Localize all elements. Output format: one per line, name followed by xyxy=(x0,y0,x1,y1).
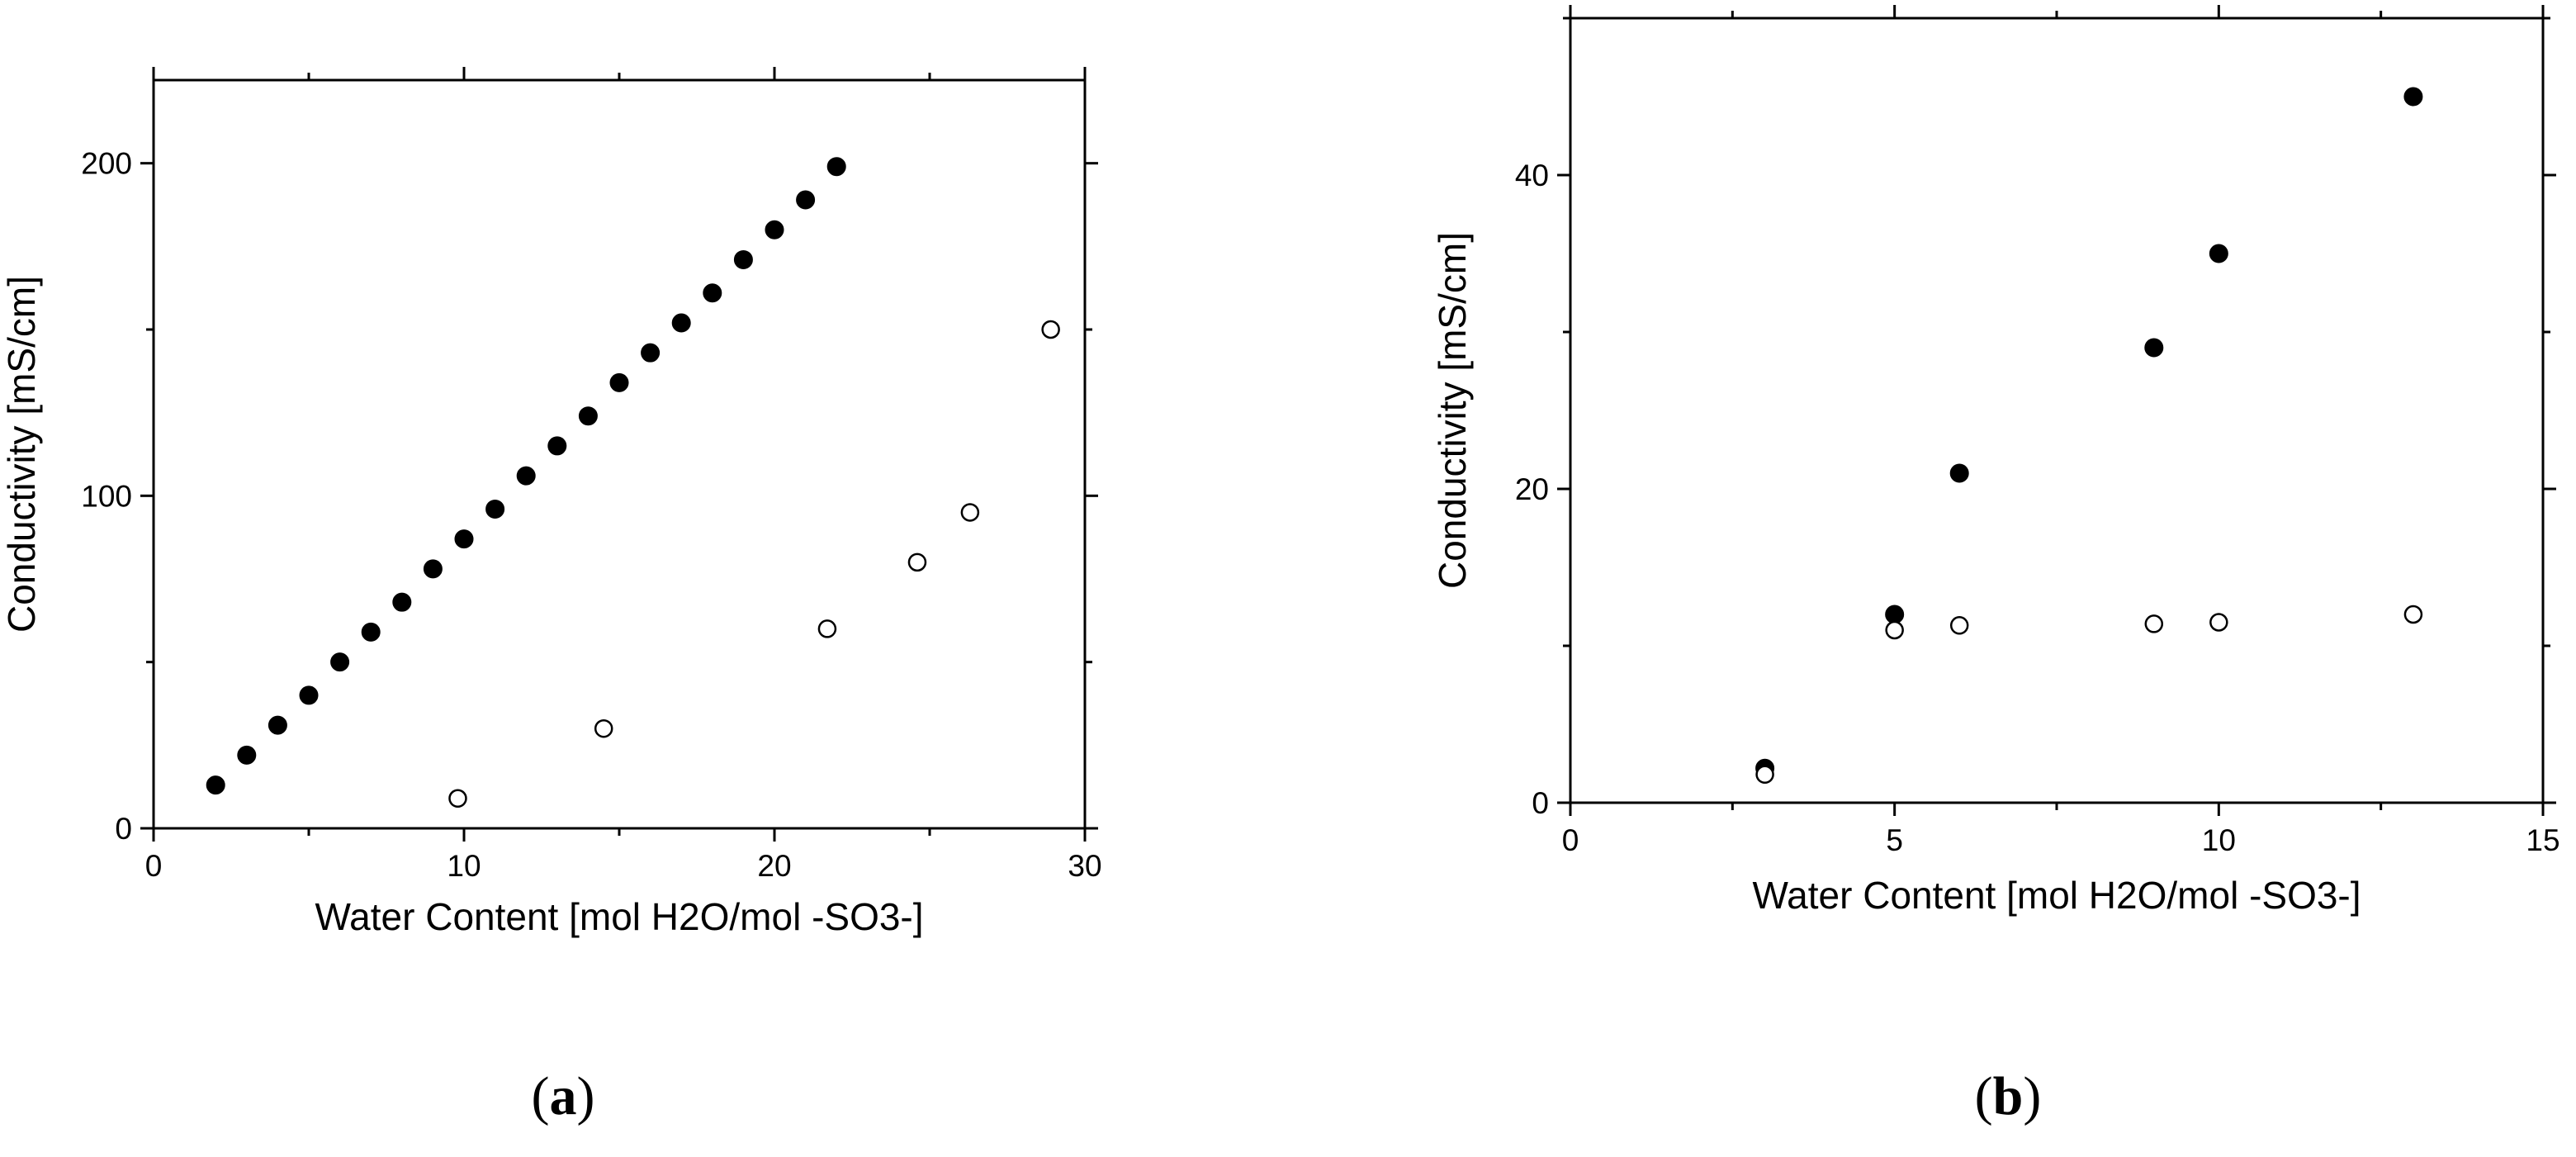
open-data-point xyxy=(594,718,613,738)
x-tick-label: 0 xyxy=(1562,823,1579,857)
filled-data-point xyxy=(361,622,381,642)
open-data-point xyxy=(960,503,980,522)
filled-data-point xyxy=(392,592,412,612)
filled-data-point xyxy=(641,343,661,363)
filled-data-point xyxy=(703,283,722,303)
filled-data-point xyxy=(268,715,287,735)
filled-data-point xyxy=(578,406,598,426)
filled-data-point xyxy=(733,249,753,269)
filled-data-point xyxy=(2144,338,2164,358)
x-tick-label: 20 xyxy=(757,849,791,883)
filled-data-point xyxy=(237,745,257,765)
x-tick-label: 5 xyxy=(1886,823,1903,857)
filled-data-point xyxy=(1949,463,1969,483)
filled-data-point xyxy=(485,499,505,519)
y-tick-label: 0 xyxy=(115,812,132,846)
filled-data-point xyxy=(299,685,319,705)
filled-data-point xyxy=(330,652,350,672)
filled-data-point xyxy=(516,466,536,486)
y-tick-label: 40 xyxy=(1515,159,1549,192)
open-data-point xyxy=(1755,765,1774,785)
filled-data-point xyxy=(671,313,691,333)
open-data-point xyxy=(448,789,467,808)
y-tick-label: 0 xyxy=(1532,786,1549,820)
filled-data-point xyxy=(2209,244,2228,263)
y-tick-label: 100 xyxy=(81,479,132,513)
panel-label: (a) xyxy=(532,1066,595,1126)
filled-data-point xyxy=(765,220,784,239)
y-tick-label: 20 xyxy=(1515,472,1549,506)
panel-label: (b) xyxy=(1975,1066,2042,1126)
open-data-point xyxy=(1885,620,1904,640)
y-axis-label: Conductivity [mS/cm] xyxy=(1431,232,1474,589)
x-axis-label: Water Content [mol H2O/mol -SO3-] xyxy=(315,895,923,938)
x-axis-label: Water Content [mol H2O/mol -SO3-] xyxy=(1752,874,2361,917)
filled-data-point xyxy=(206,775,225,795)
filled-data-point xyxy=(2403,87,2423,107)
open-data-point xyxy=(2144,614,2164,633)
plot-frame xyxy=(152,78,1087,830)
filled-data-point xyxy=(796,190,816,210)
filled-data-point xyxy=(547,436,567,456)
panel-letter: b xyxy=(1993,1066,2024,1126)
open-data-point xyxy=(907,552,927,572)
y-axis-label: Conductivity [mS/cm] xyxy=(0,276,43,633)
x-tick-label: 10 xyxy=(447,849,481,883)
x-tick-label: 0 xyxy=(145,849,163,883)
panel-letter: a xyxy=(550,1066,577,1126)
filled-data-point xyxy=(423,559,443,579)
x-tick-label: 10 xyxy=(2202,823,2236,857)
open-data-point xyxy=(2209,613,2228,632)
filled-data-point xyxy=(826,157,846,177)
x-tick-label: 15 xyxy=(2526,823,2559,857)
chart-panel-b: 0 5 10 15 0 20 40 Water Content [mol H2O/mol -S… xyxy=(1431,5,2560,1126)
filled-data-point xyxy=(1885,605,1905,624)
open-data-point xyxy=(1041,320,1060,339)
open-data-point xyxy=(2403,605,2423,624)
filled-data-point xyxy=(454,529,474,549)
open-data-point xyxy=(1949,616,1969,635)
filled-data-point xyxy=(609,372,629,392)
chart-panel-a: 0 10 20 30 0 100 200 Water Content [mol H2O/mol… xyxy=(0,67,1102,1126)
y-tick-label: 200 xyxy=(81,147,132,181)
plot-frame xyxy=(1569,17,2545,804)
x-tick-label: 30 xyxy=(1068,849,1101,883)
open-data-point xyxy=(817,619,837,638)
